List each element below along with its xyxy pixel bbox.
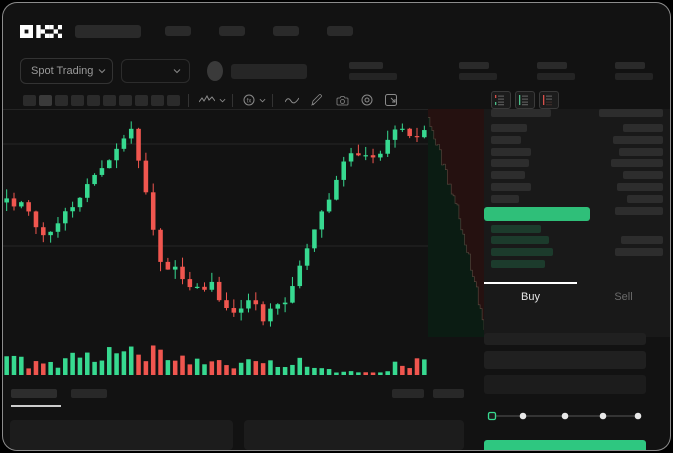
svg-text:fx: fx xyxy=(247,99,252,105)
